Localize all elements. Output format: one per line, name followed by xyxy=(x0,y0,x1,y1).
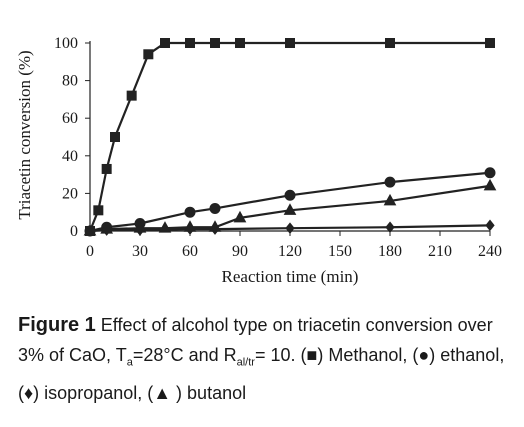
caption-sub-1: a xyxy=(126,356,133,369)
square-marker xyxy=(485,38,495,48)
series-square xyxy=(85,38,495,236)
square-marker xyxy=(110,132,120,142)
x-tick-label: 240 xyxy=(478,243,502,260)
y-tick-label: 40 xyxy=(62,148,78,165)
triangle-marker xyxy=(83,223,97,236)
x-tick-label: 150 xyxy=(328,243,352,260)
square-marker xyxy=(126,90,137,101)
circle-marker xyxy=(209,202,221,214)
figure-label: Figure 1 xyxy=(18,314,96,336)
y-tick-label: 60 xyxy=(62,110,78,127)
x-tick-label: 120 xyxy=(278,243,302,260)
caption-text-1: Effect of alcohol type on triacetin conv… xyxy=(18,315,493,365)
triangle-marker xyxy=(133,221,147,233)
axes: 0 20 40 60 80 100 0 30 60 90 120 150 180 210 240 xyxy=(54,35,502,260)
y-tick-label: 100 xyxy=(54,35,78,52)
triangle-marker xyxy=(158,221,172,233)
caption-text-3: = 10. (■) Methanol, (●) ethanol, (♦) iso… xyxy=(18,345,505,403)
x-tick-label: 30 xyxy=(132,243,148,260)
square-marker xyxy=(235,38,245,48)
triangle-marker xyxy=(100,222,114,234)
diamond-marker xyxy=(385,221,395,234)
diamond-marker xyxy=(285,222,295,234)
x-tick-label: 60 xyxy=(182,243,198,260)
x-tick-label: 210 xyxy=(428,243,452,260)
triangle-marker xyxy=(208,220,222,232)
triangle-marker xyxy=(383,193,397,206)
square-marker xyxy=(101,163,112,174)
series-triangle xyxy=(83,178,497,236)
circle-marker xyxy=(284,189,296,201)
x-tick-label: 0 xyxy=(86,243,94,260)
diamond-marker xyxy=(485,219,495,232)
x-tick-label: 90 xyxy=(232,243,248,260)
square-marker xyxy=(160,38,170,48)
square-marker xyxy=(385,38,395,48)
triangle-marker xyxy=(483,178,497,191)
triangle-marker xyxy=(183,220,197,232)
y-axis-title: Triacetin conversion (%) xyxy=(15,50,34,219)
caption-sub-2: al/tr xyxy=(236,356,255,369)
triangle-marker xyxy=(283,203,297,215)
x-tick-label: 180 xyxy=(378,243,402,260)
chart: 0 20 40 60 80 100 0 30 60 90 120 150 180 210 240 Triac… xyxy=(15,35,502,286)
square-marker xyxy=(210,38,220,48)
square-marker xyxy=(185,38,195,48)
circle-marker xyxy=(184,206,196,218)
figure-caption: Figure 1 Effect of alcohol type on triac… xyxy=(18,310,518,408)
series-line xyxy=(89,171,491,233)
circle-marker xyxy=(384,176,396,188)
series-layer xyxy=(83,38,497,237)
y-tick-label: 20 xyxy=(62,185,78,202)
y-tick-label: 0 xyxy=(70,223,78,240)
square-marker xyxy=(93,205,104,216)
caption-text-2: =28°C and R xyxy=(132,345,237,365)
series-line xyxy=(88,41,490,232)
triangle-marker xyxy=(233,210,247,223)
y-tick-label: 80 xyxy=(62,73,78,90)
x-axis-title: Reaction time (min) xyxy=(222,267,359,286)
series-line xyxy=(89,184,491,233)
square-marker xyxy=(285,38,295,48)
square-marker xyxy=(143,49,154,60)
circle-marker xyxy=(484,167,496,179)
